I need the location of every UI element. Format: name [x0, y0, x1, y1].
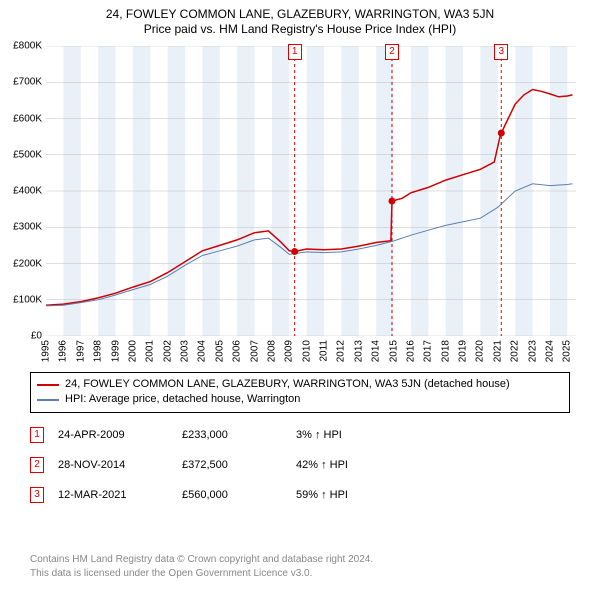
x-tick-label: 2022	[510, 340, 521, 362]
y-tick-label: £400K	[13, 186, 42, 197]
x-tick-label: 2021	[492, 340, 503, 362]
legend-label: 24, FOWLEY COMMON LANE, GLAZEBURY, WARRI…	[65, 377, 510, 392]
x-tick-label: 1998	[93, 340, 104, 362]
legend-row: 24, FOWLEY COMMON LANE, GLAZEBURY, WARRI…	[37, 377, 563, 392]
x-tick-label: 2005	[214, 340, 225, 362]
x-tick-label: 2002	[162, 340, 173, 362]
y-tick-label: £500K	[13, 149, 42, 160]
x-tick-label: 2017	[423, 340, 434, 362]
sale-date: 24-APR-2009	[58, 429, 168, 441]
y-tick-label: £600K	[13, 113, 42, 124]
x-tick-label: 2000	[127, 340, 138, 362]
sale-price: £233,000	[182, 429, 282, 441]
y-tick-label: £100K	[13, 294, 42, 305]
sale-index-box: 2	[30, 457, 44, 473]
sales-row: 2 28-NOV-2014 £372,500 42% ↑ HPI	[30, 450, 570, 480]
y-tick-label: £300K	[13, 222, 42, 233]
x-tick-label: 2018	[440, 340, 451, 362]
x-tick-label: 2015	[388, 340, 399, 362]
x-tick-label: 2004	[197, 340, 208, 362]
x-tick-label: 2014	[371, 340, 382, 362]
legend: 24, FOWLEY COMMON LANE, GLAZEBURY, WARRI…	[30, 372, 570, 413]
chart: £0£100K£200K£300K£400K£500K£600K£700K£80…	[46, 46, 576, 336]
x-tick-label: 2007	[249, 340, 260, 362]
sales-row: 3 12-MAR-2021 £560,000 59% ↑ HPI	[30, 480, 570, 510]
footer-line1: Contains HM Land Registry data © Crown c…	[30, 553, 570, 567]
title-line1: 24, FOWLEY COMMON LANE, GLAZEBURY, WARRI…	[0, 0, 600, 22]
x-tick-label: 1999	[110, 340, 121, 362]
figure: 24, FOWLEY COMMON LANE, GLAZEBURY, WARRI…	[0, 0, 600, 590]
sale-index-box: 3	[30, 487, 44, 503]
y-tick-label: £800K	[13, 41, 42, 52]
sale-delta: 42% ↑ HPI	[296, 459, 416, 471]
sales-table: 1 24-APR-2009 £233,000 3% ↑ HPI 2 28-NOV-2014…	[30, 420, 570, 510]
legend-label: HPI: Average price, detached house, Warr…	[65, 392, 300, 407]
x-tick-label: 2001	[145, 340, 156, 362]
x-tick-label: 1997	[75, 340, 86, 362]
sale-delta: 59% ↑ HPI	[296, 489, 416, 501]
x-tick-label: 2008	[266, 340, 277, 362]
footer: Contains HM Land Registry data © Crown c…	[30, 553, 570, 580]
sale-price: £560,000	[182, 489, 282, 501]
legend-swatch	[37, 399, 59, 401]
x-tick-label: 2013	[353, 340, 364, 362]
x-tick-label: 2024	[544, 340, 555, 362]
x-tick-label: 2006	[232, 340, 243, 362]
x-tick-label: 2023	[527, 340, 538, 362]
sales-row: 1 24-APR-2009 £233,000 3% ↑ HPI	[30, 420, 570, 450]
sale-marker-1: 1	[288, 44, 302, 60]
sale-date: 28-NOV-2014	[58, 459, 168, 471]
x-tick-label: 2010	[301, 340, 312, 362]
legend-row: HPI: Average price, detached house, Warr…	[37, 392, 563, 407]
sale-marker-2: 2	[385, 44, 399, 60]
sale-marker-3: 3	[494, 44, 508, 60]
x-tick-label: 2025	[562, 340, 573, 362]
x-tick-label: 2020	[475, 340, 486, 362]
y-tick-label: £200K	[13, 258, 42, 269]
x-tick-label: 2003	[180, 340, 191, 362]
legend-swatch	[37, 384, 59, 386]
x-tick-label: 1995	[41, 340, 52, 362]
sale-index-box: 1	[30, 427, 44, 443]
chart-svg	[46, 46, 576, 336]
x-tick-label: 2009	[284, 340, 295, 362]
sale-date: 12-MAR-2021	[58, 489, 168, 501]
footer-line2: This data is licensed under the Open Gov…	[30, 567, 570, 581]
x-tick-label: 2011	[319, 340, 330, 362]
sale-delta: 3% ↑ HPI	[296, 429, 416, 441]
sale-price: £372,500	[182, 459, 282, 471]
y-tick-label: £700K	[13, 77, 42, 88]
x-tick-label: 2019	[458, 340, 469, 362]
title-line2: Price paid vs. HM Land Registry's House …	[0, 22, 600, 36]
x-tick-label: 1996	[58, 340, 69, 362]
x-tick-label: 2016	[405, 340, 416, 362]
x-tick-label: 2012	[336, 340, 347, 362]
